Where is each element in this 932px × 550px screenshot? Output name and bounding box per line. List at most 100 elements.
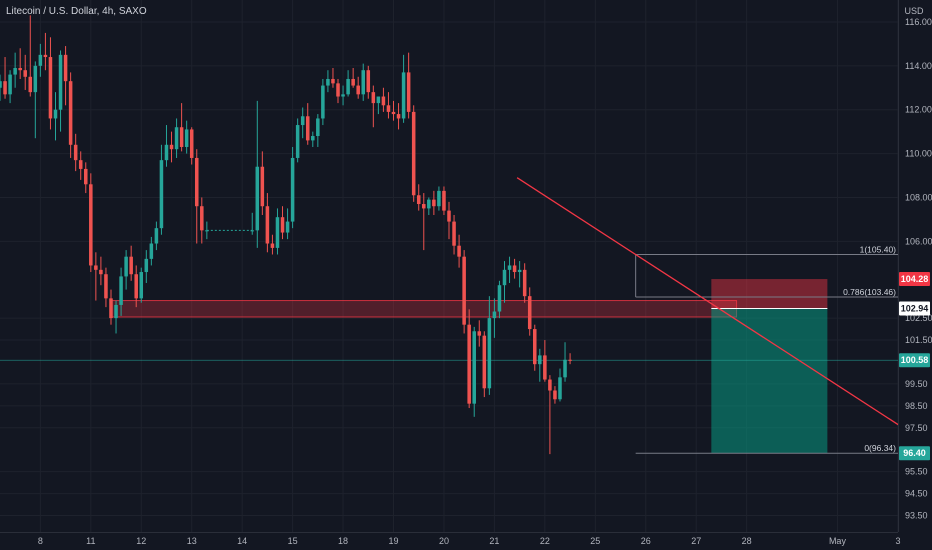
candle-down xyxy=(467,324,471,404)
candle-down xyxy=(543,355,547,380)
candle-up xyxy=(174,127,179,150)
entry-price-badge-label: 102.94 xyxy=(901,303,929,313)
candle-down xyxy=(169,144,174,150)
candle-down xyxy=(568,359,572,361)
candle-up xyxy=(492,311,497,319)
candle-up xyxy=(144,258,149,273)
candle-up xyxy=(538,355,542,365)
candle-down xyxy=(457,245,461,257)
candle-down xyxy=(189,129,194,158)
candle-down xyxy=(129,256,133,275)
candle-up xyxy=(311,136,315,141)
price-tick-label: 98.50 xyxy=(905,401,928,411)
price-tick-label: 106.00 xyxy=(905,236,932,246)
candle-up xyxy=(38,54,43,66)
time-tick-label: 8 xyxy=(38,536,43,546)
candle-down xyxy=(416,195,421,205)
candle-down xyxy=(452,221,456,246)
time-tick-label: 14 xyxy=(237,536,247,546)
candle-down xyxy=(422,204,426,209)
candle-up xyxy=(326,78,330,86)
candle-up xyxy=(507,265,512,270)
candle-up xyxy=(300,116,305,126)
candle-down xyxy=(73,144,78,161)
candle-up xyxy=(295,125,300,158)
candle-down xyxy=(462,256,466,325)
time-tick-label: 11 xyxy=(86,536,95,546)
price-axis[interactable]: 93.50 94.50 95.50 97.50 98.50 99.50 101.50 102.… xyxy=(898,0,932,550)
time-tick-label: 15 xyxy=(288,536,298,546)
fib-level-label: 1(105.40) xyxy=(860,244,897,254)
candle-down xyxy=(265,206,270,244)
time-tick-label: 20 xyxy=(439,536,449,546)
candle-up xyxy=(275,217,280,248)
price-tick-label: 114.00 xyxy=(905,61,932,71)
candle-down xyxy=(28,76,33,93)
price-tick-label: 108.00 xyxy=(905,192,932,202)
candle-down xyxy=(94,265,98,270)
stop-loss-zone xyxy=(711,279,828,309)
time-axis[interactable]: 8 11 12 13 14 15 18 19 20 21 22 25 26 27 28 May 3 xyxy=(0,532,901,547)
price-tick-label: 112.00 xyxy=(905,105,932,115)
candle-down xyxy=(386,105,391,112)
price-tick-label: 99.50 xyxy=(905,379,928,389)
candle-up xyxy=(149,243,154,259)
candle-up xyxy=(437,190,441,207)
candle-down xyxy=(200,206,204,231)
candle-down xyxy=(134,274,138,299)
candle-up xyxy=(502,269,507,286)
candle-down xyxy=(336,83,340,97)
candle-up xyxy=(139,272,144,299)
candle-down xyxy=(63,54,68,82)
candle-down xyxy=(482,335,487,389)
last-price-badge-label: 100.58 xyxy=(901,355,929,365)
candle-up xyxy=(159,160,164,229)
candle-up xyxy=(321,85,325,119)
candle-down xyxy=(48,57,53,119)
currency-label: USD xyxy=(904,6,924,16)
candle-down xyxy=(18,68,22,71)
take-profit-zone xyxy=(711,308,828,454)
candle-down xyxy=(331,78,335,84)
candle-up xyxy=(53,109,58,119)
candle-up xyxy=(558,377,562,400)
stop-price-badge xyxy=(899,272,930,287)
candle-up xyxy=(290,157,295,222)
price-tick-label: 97.50 xyxy=(905,423,928,433)
time-tick-label: 28 xyxy=(742,536,752,546)
resistance-zone xyxy=(110,300,738,318)
candle-down xyxy=(411,111,416,196)
candle-down xyxy=(83,168,88,185)
candle-down xyxy=(68,81,73,145)
candle-down xyxy=(381,96,386,106)
candle-down xyxy=(23,70,27,77)
candle-up xyxy=(517,269,522,273)
candle-down xyxy=(477,331,482,336)
candle-down xyxy=(179,127,184,147)
time-tick-label: 21 xyxy=(489,536,499,546)
price-tick-label: 94.50 xyxy=(905,489,928,499)
last-price-badge xyxy=(899,353,930,368)
candle-down xyxy=(406,72,411,112)
candle-down xyxy=(104,274,108,299)
candle-down xyxy=(366,70,371,93)
candle-down xyxy=(78,160,83,169)
time-tick-label: 13 xyxy=(187,536,197,546)
candle-up xyxy=(285,221,290,233)
fib-level-label: 0.786(103.46) xyxy=(843,287,896,297)
candle-up xyxy=(255,166,260,231)
candle-up xyxy=(563,359,567,378)
time-tick-label: 3 xyxy=(895,536,900,546)
candle-up xyxy=(114,304,118,319)
chart-overlays: 1(105.40) 0.786(103.46) 0(96.34) xyxy=(0,244,898,454)
candle-down xyxy=(371,92,376,104)
candle-down xyxy=(532,329,537,365)
candle-down xyxy=(553,390,557,400)
candle-up xyxy=(346,78,350,95)
candle-down xyxy=(527,296,532,330)
candle-up xyxy=(119,276,123,305)
candle-up xyxy=(472,331,476,404)
time-tick-label: 19 xyxy=(388,536,398,546)
candle-down xyxy=(548,379,552,391)
